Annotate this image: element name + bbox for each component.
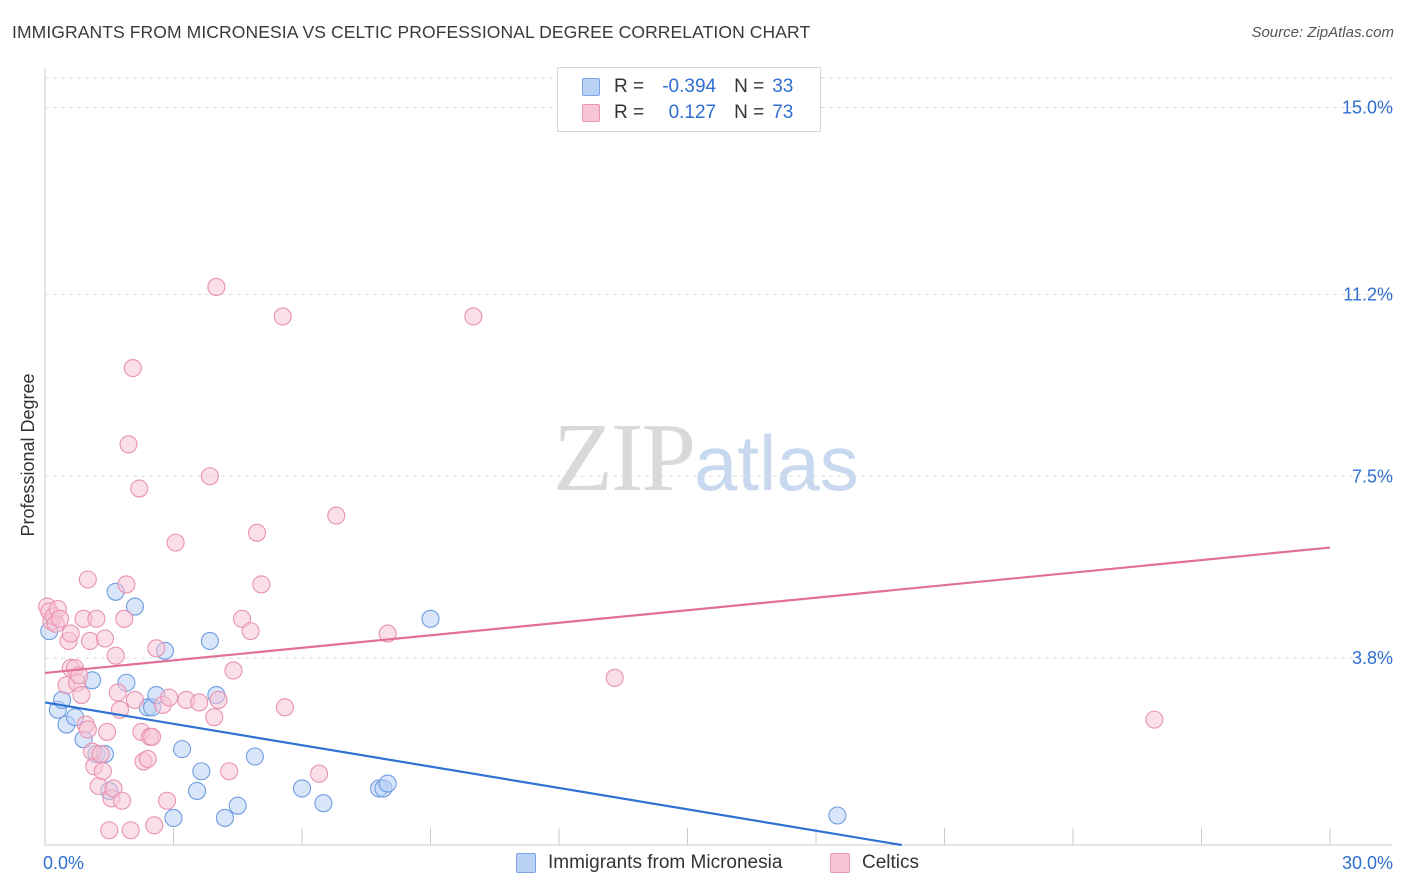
- micronesia-trendline: [44, 701, 902, 847]
- celtics-point: [200, 467, 219, 486]
- celtics-point: [130, 479, 149, 498]
- celtics-point: [378, 624, 397, 643]
- celtics-point: [145, 816, 164, 835]
- celtics-point: [273, 307, 292, 326]
- celtics-point: [464, 307, 483, 326]
- micronesia-point: [314, 794, 333, 813]
- zipatlas-watermark: ZIPatlas: [553, 402, 859, 514]
- celtics-point: [78, 570, 97, 589]
- legend-r-label: R =: [614, 76, 645, 97]
- celtics-point: [87, 609, 106, 628]
- micronesia-point: [828, 806, 847, 825]
- micronesia-point: [421, 609, 440, 628]
- celtics-point: [605, 668, 624, 687]
- celtics-point: [121, 821, 140, 840]
- celtics-point: [1145, 710, 1164, 729]
- source-label: Source: ZipAtlas.com: [1251, 24, 1394, 41]
- celtics-point: [78, 720, 97, 739]
- celtics-point: [115, 609, 134, 628]
- celtics-point: [160, 688, 179, 707]
- celtics-point: [275, 698, 294, 717]
- micronesia-point: [228, 796, 247, 815]
- legend-row-celtics: R = 0.127 N = 73: [582, 102, 793, 124]
- celtics-trendline: [44, 546, 1331, 675]
- celtics-point: [166, 533, 185, 552]
- y-tick-label: 11.2%: [1343, 284, 1393, 304]
- micronesia-point: [164, 808, 183, 828]
- celtics-point: [91, 744, 110, 764]
- micronesia-point: [292, 779, 312, 798]
- celtics-point: [232, 609, 252, 628]
- micronesia-point: [378, 774, 397, 793]
- y-tick-label: 15.0%: [1342, 98, 1393, 118]
- legend-row-micronesia: R = -0.394 N = 33: [582, 76, 793, 98]
- celtics-point: [220, 762, 239, 781]
- legend-swatch-pink: [582, 104, 600, 122]
- watermark-zip: ZIP: [553, 404, 696, 512]
- celtics-point: [117, 575, 136, 594]
- micronesia-point: [215, 808, 234, 828]
- y-tick-label: 7.5%: [1352, 466, 1393, 486]
- legend-r-value: 0.127: [668, 102, 717, 123]
- legend-n-value: 33: [772, 76, 794, 97]
- celtics-point: [252, 575, 271, 594]
- celtics-point: [70, 666, 89, 685]
- legend-r-label: R =: [614, 102, 645, 123]
- celtics-point: [209, 690, 228, 710]
- celtics-point: [147, 639, 166, 658]
- series-legend-celtics[interactable]: Celtics: [830, 852, 919, 874]
- series-legend-micronesia[interactable]: Immigrants from Micronesia: [516, 852, 782, 874]
- celtics-point: [158, 791, 177, 810]
- series-legend-label: Immigrants from Micronesia: [548, 852, 783, 873]
- celtics-point: [143, 727, 162, 746]
- celtics-point: [98, 722, 117, 741]
- celtics-point: [247, 523, 267, 542]
- celtics-point: [93, 762, 112, 781]
- micronesia-point: [245, 747, 264, 766]
- legend-n-label: N =: [734, 102, 765, 123]
- legend-n-value: 73: [772, 102, 794, 123]
- celtics-point: [123, 359, 142, 378]
- celtics-point: [100, 821, 119, 840]
- x-tick-label-left: 0.0%: [43, 853, 84, 873]
- celtics-point: [106, 646, 125, 665]
- celtics-point: [119, 435, 138, 454]
- celtics-point: [108, 683, 127, 702]
- celtics-point: [125, 690, 144, 710]
- chart-title: IMMIGRANTS FROM MICRONESIA VS CELTIC PRO…: [12, 22, 811, 42]
- celtics-point: [207, 277, 226, 297]
- x-tick-label-right: 30.0%: [1342, 853, 1393, 873]
- correlation-legend: R = -0.394 N = 33 R = 0.127 N = 73: [557, 67, 821, 132]
- watermark-atlas: atlas: [694, 419, 859, 507]
- celtics-point: [327, 506, 346, 525]
- series-swatch-blue: [516, 853, 536, 873]
- celtics-point: [190, 693, 209, 712]
- legend-swatch-blue: [582, 78, 600, 96]
- series-legend: Immigrants from Micronesia Celtics: [0, 852, 1406, 876]
- celtics-point: [50, 609, 70, 628]
- y-tick-label: 3.8%: [1352, 648, 1393, 668]
- celtics-point: [113, 791, 132, 810]
- celtics-point: [310, 764, 329, 783]
- micronesia-point: [200, 631, 219, 651]
- series-legend-label: Celtics: [862, 852, 920, 873]
- celtics-point: [61, 624, 80, 643]
- series-swatch-pink: [830, 853, 850, 873]
- celtics-point: [205, 708, 224, 727]
- celtics-point: [104, 779, 123, 798]
- micronesia-point: [125, 597, 144, 616]
- legend-n-label: N =: [734, 76, 765, 97]
- legend-r-value: -0.394: [662, 76, 717, 97]
- celtics-point: [138, 749, 157, 769]
- celtics-point: [241, 622, 260, 641]
- micronesia-point: [173, 740, 192, 759]
- celtics-point: [80, 631, 100, 651]
- celtics-point: [72, 685, 91, 705]
- celtics-point: [224, 661, 243, 680]
- micronesia-point: [188, 781, 207, 800]
- y-axis-label: Professional Degree: [18, 373, 38, 536]
- micronesia-point: [192, 762, 211, 781]
- celtics-point: [95, 629, 115, 648]
